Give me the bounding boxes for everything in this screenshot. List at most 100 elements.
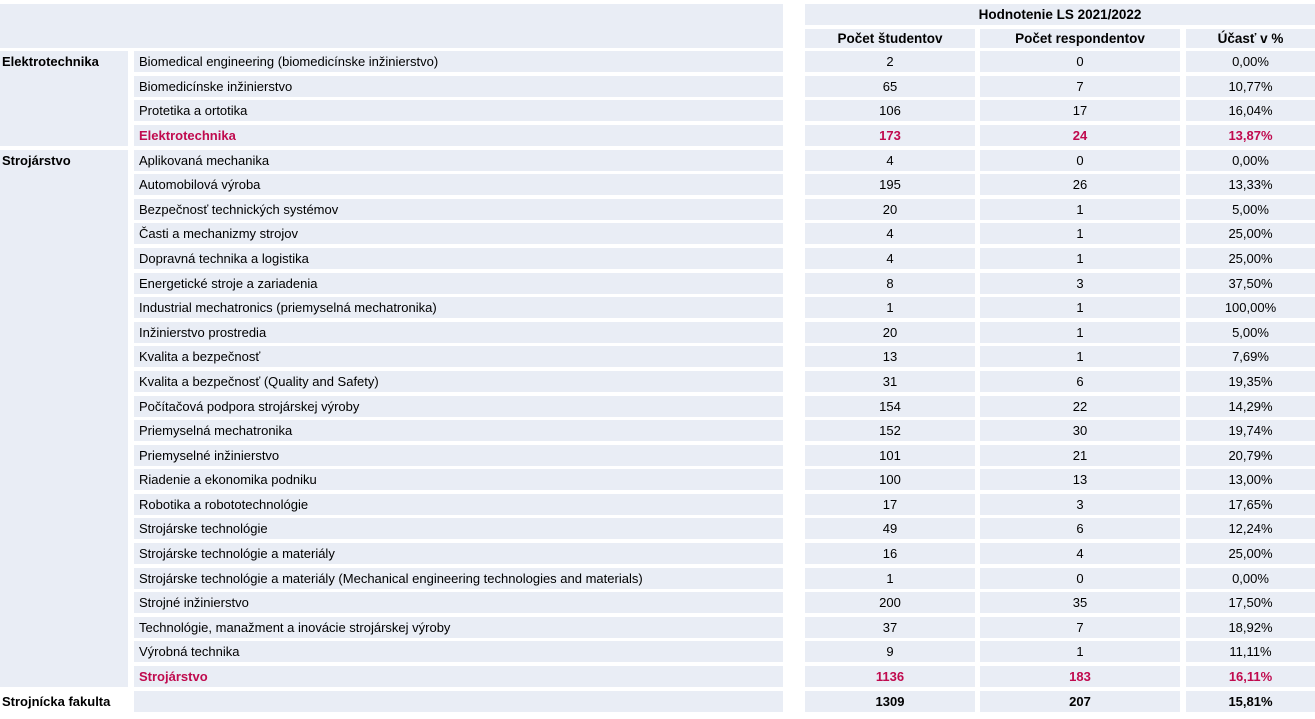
program-name-cell: Biomedical engineering (biomedicínske in… xyxy=(134,51,783,73)
respondents-count-cell: 6 xyxy=(980,370,1180,392)
respondents-count-cell: 1 xyxy=(980,641,1180,663)
respondents-count-cell: 21 xyxy=(980,444,1180,466)
students-count-cell: 1 xyxy=(805,297,975,319)
respondents-count-cell: 0 xyxy=(980,51,1180,73)
program-name-cell: Elektrotechnika xyxy=(134,124,783,146)
participation-cell: 5,00% xyxy=(1186,198,1315,220)
students-count-cell: 13 xyxy=(805,346,975,368)
program-name-cell: Robotika a robototechnológie xyxy=(134,493,783,515)
respondents-count-cell: 3 xyxy=(980,493,1180,515)
participation-cell: 16,04% xyxy=(1186,100,1315,122)
program-name-cell: Energetické stroje a zariadenia xyxy=(134,272,783,294)
respondents-count-cell: 0 xyxy=(980,149,1180,171)
participation-cell: 18,92% xyxy=(1186,616,1315,638)
program-name-cell: Priemyselná mechatronika xyxy=(134,420,783,442)
column-header-students: Počet študentov xyxy=(805,28,975,48)
program-name-cell: Strojné inžinierstvo xyxy=(134,592,783,614)
students-count-cell: 4 xyxy=(805,149,975,171)
program-name-cell: Strojárske technológie a materiály xyxy=(134,543,783,565)
respondents-count-cell: 183 xyxy=(980,666,1180,688)
students-count-cell: 37 xyxy=(805,616,975,638)
participation-cell: 37,50% xyxy=(1186,272,1315,294)
participation-cell: 13,33% xyxy=(1186,174,1315,196)
program-name-cell: Inžinierstvo prostredia xyxy=(134,321,783,343)
students-count-cell: 20 xyxy=(805,321,975,343)
respondents-count-cell: 1 xyxy=(980,346,1180,368)
footer-label-strojnicka-fakulta: Strojnícka fakulta xyxy=(2,693,111,709)
participation-cell: 16,11% xyxy=(1186,666,1315,688)
participation-cell: 0,00% xyxy=(1186,51,1315,73)
header-corner-block xyxy=(0,4,783,48)
respondents-count-cell: 17 xyxy=(980,100,1180,122)
participation-cell: 17,50% xyxy=(1186,592,1315,614)
participation-cell: 25,00% xyxy=(1186,223,1315,245)
participation-cell: 13,00% xyxy=(1186,469,1315,491)
participation-cell: 11,11% xyxy=(1186,641,1315,663)
students-count-cell: 4 xyxy=(805,223,975,245)
students-count-cell: 49 xyxy=(805,518,975,540)
participation-cell: 13,87% xyxy=(1186,124,1315,146)
participation-cell: 100,00% xyxy=(1186,297,1315,319)
program-name-cell: Strojárske technológie a materiály (Mech… xyxy=(134,567,783,589)
group-label-strojarstvo: Strojárstvo xyxy=(0,149,128,688)
students-count-cell: 106 xyxy=(805,100,975,122)
students-count-cell: 31 xyxy=(805,370,975,392)
students-count-cell: 152 xyxy=(805,420,975,442)
program-name-cell: Automobilová výroba xyxy=(134,174,783,196)
program-name-cell: Dopravná technika a logistika xyxy=(134,247,783,269)
footer-empty-cell xyxy=(134,690,783,712)
participation-cell: 7,69% xyxy=(1186,346,1315,368)
participation-cell: 10,77% xyxy=(1186,75,1315,97)
respondents-count-cell: 30 xyxy=(980,420,1180,442)
students-count-cell: 65 xyxy=(805,75,975,97)
program-name-cell: Kvalita a bezpečnosť xyxy=(134,346,783,368)
participation-cell: 17,65% xyxy=(1186,493,1315,515)
respondents-count-cell: 1 xyxy=(980,223,1180,245)
respondents-count-cell: 0 xyxy=(980,567,1180,589)
students-count-cell: 200 xyxy=(805,592,975,614)
students-count-cell: 4 xyxy=(805,247,975,269)
program-name-cell: Časti a mechanizmy strojov xyxy=(134,223,783,245)
participation-cell: 0,00% xyxy=(1186,149,1315,171)
program-name-cell: Bezpečnosť technických systémov xyxy=(134,198,783,220)
students-count-cell: 20 xyxy=(805,198,975,220)
participation-cell: 19,74% xyxy=(1186,420,1315,442)
program-name-cell: Biomedicínske inžinierstvo xyxy=(134,75,783,97)
program-name-cell: Počítačová podpora strojárskej výroby xyxy=(134,395,783,417)
respondents-count-cell: 1 xyxy=(980,321,1180,343)
respondents-count-cell: 1 xyxy=(980,297,1180,319)
students-count-cell: 2 xyxy=(805,51,975,73)
students-count-cell: 1 xyxy=(805,567,975,589)
participation-cell: 15,81% xyxy=(1186,690,1315,712)
participation-cell: 25,00% xyxy=(1186,247,1315,269)
participation-cell: 0,00% xyxy=(1186,567,1315,589)
students-count-cell: 101 xyxy=(805,444,975,466)
respondents-count-cell: 207 xyxy=(980,690,1180,712)
respondents-count-cell: 1 xyxy=(980,198,1180,220)
respondents-count-cell: 1 xyxy=(980,247,1180,269)
students-count-cell: 17 xyxy=(805,493,975,515)
program-name-cell: Strojárstvo xyxy=(134,666,783,688)
respondents-count-cell: 7 xyxy=(980,75,1180,97)
program-name-cell: Strojárske technológie xyxy=(134,518,783,540)
participation-cell: 14,29% xyxy=(1186,395,1315,417)
respondents-count-cell: 13 xyxy=(980,469,1180,491)
students-count-cell: 16 xyxy=(805,543,975,565)
program-name-cell: Industrial mechatronics (priemyselná mec… xyxy=(134,297,783,319)
respondents-count-cell: 22 xyxy=(980,395,1180,417)
respondents-count-cell: 26 xyxy=(980,174,1180,196)
students-count-cell: 100 xyxy=(805,469,975,491)
respondents-count-cell: 24 xyxy=(980,124,1180,146)
program-name-cell: Aplikovaná mechanika xyxy=(134,149,783,171)
respondents-count-cell: 7 xyxy=(980,616,1180,638)
participation-cell: 20,79% xyxy=(1186,444,1315,466)
program-name-cell: Riadenie a ekonomika podniku xyxy=(134,469,783,491)
students-count-cell: 1309 xyxy=(805,690,975,712)
table-title: Hodnotenie LS 2021/2022 xyxy=(805,4,1315,25)
program-name-cell: Protetika a ortotika xyxy=(134,100,783,122)
participation-cell: 25,00% xyxy=(1186,543,1315,565)
program-name-cell: Technológie, manažment a inovácie strojá… xyxy=(134,616,783,638)
students-count-cell: 173 xyxy=(805,124,975,146)
column-header-respondents: Počet respondentov xyxy=(980,28,1180,48)
